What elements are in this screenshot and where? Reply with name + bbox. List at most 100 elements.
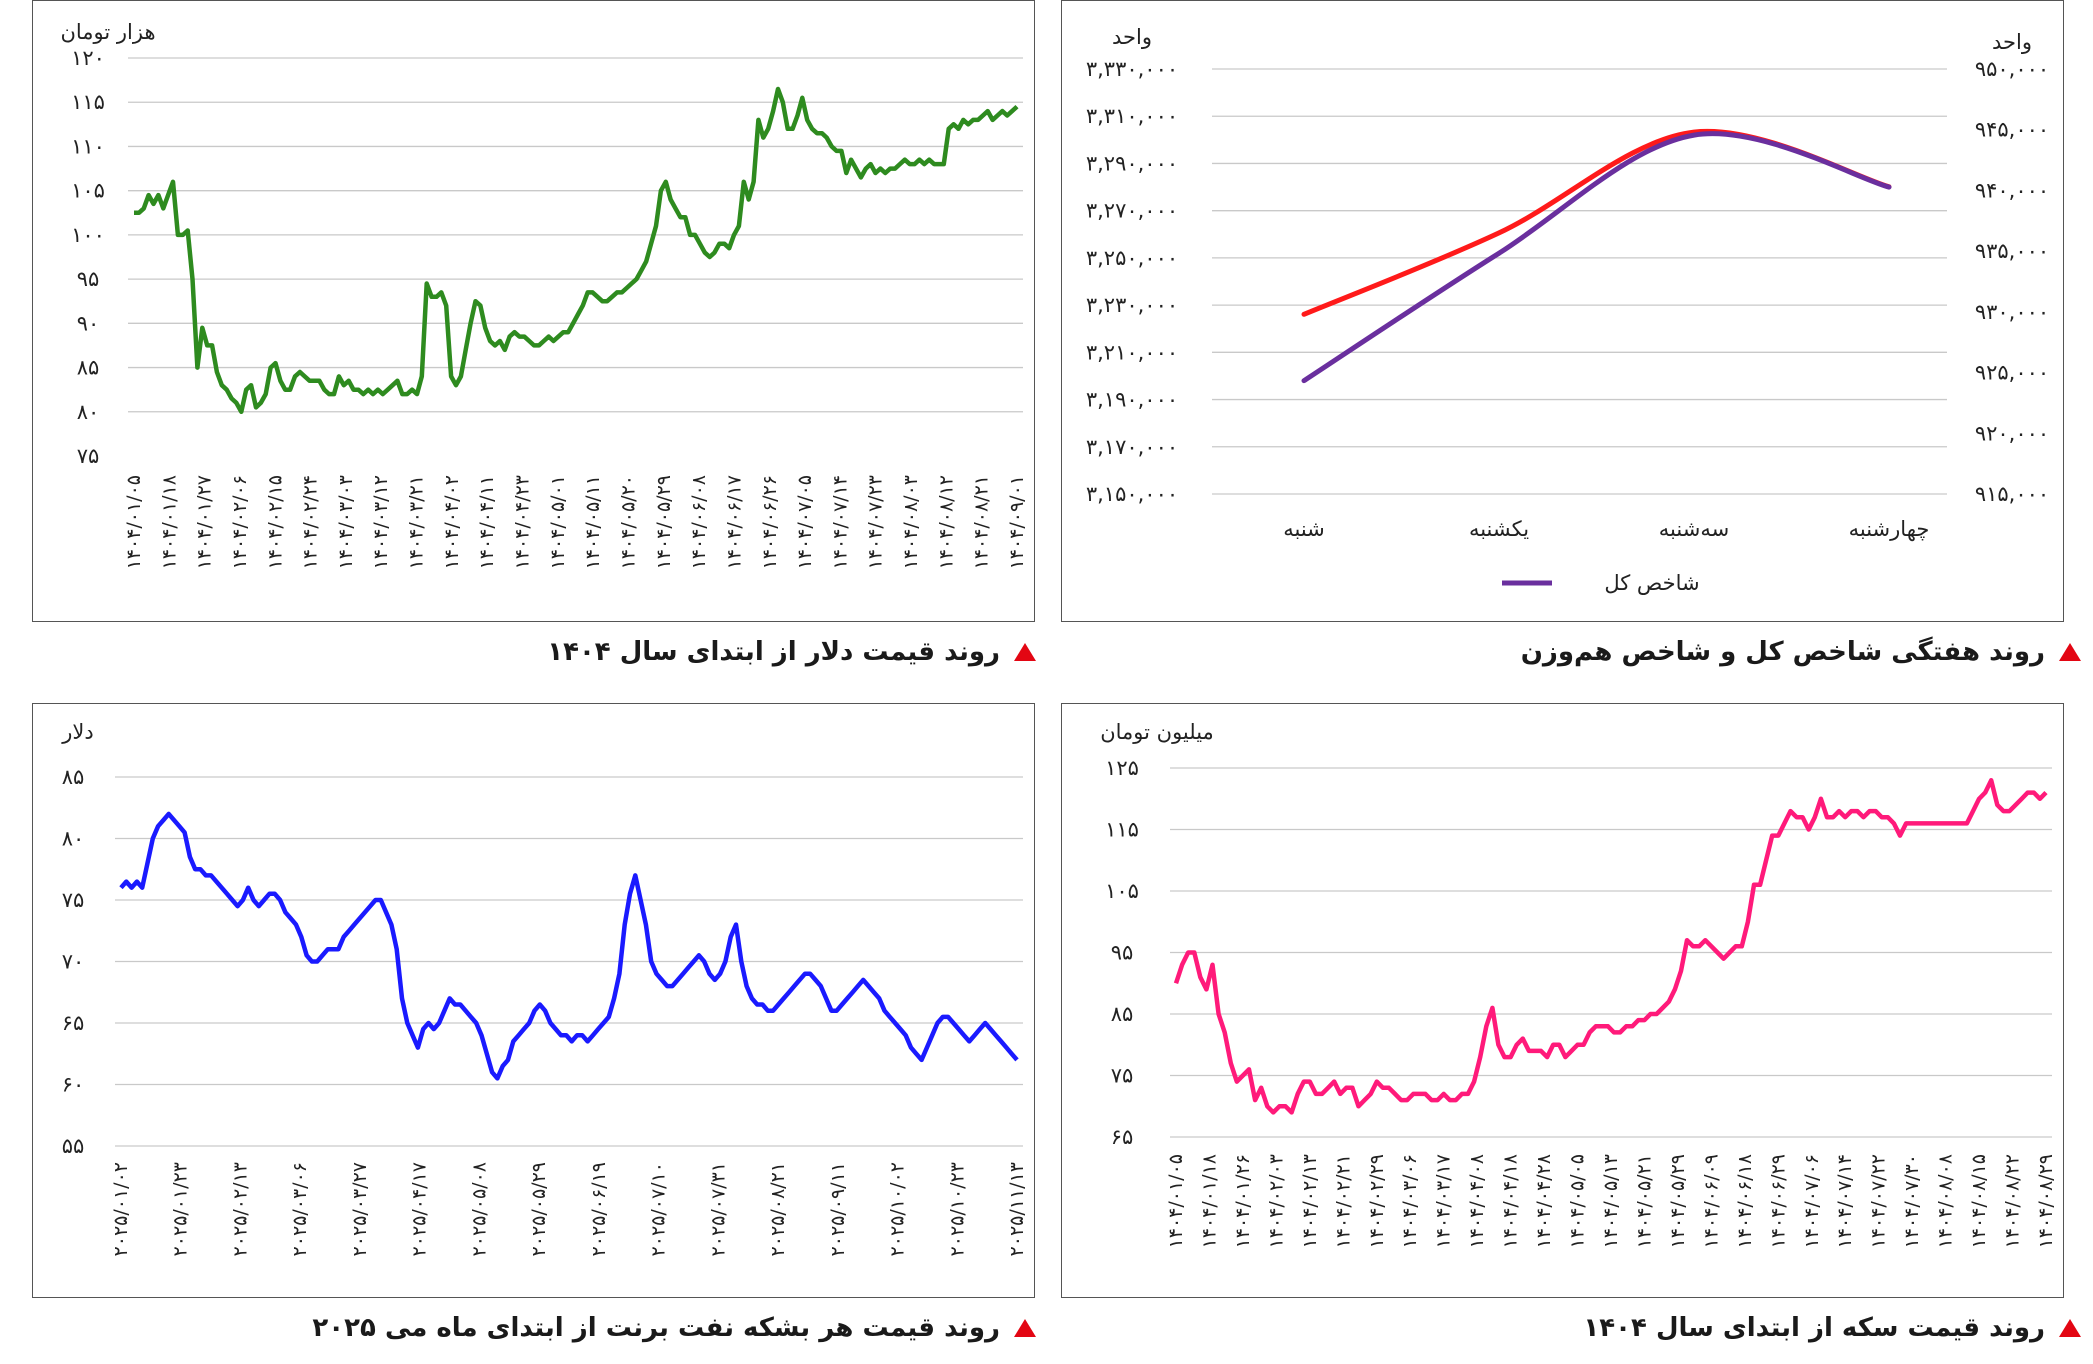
caption-triangle-icon	[1014, 643, 1036, 661]
x-tick-label: ۲۰۲۵/۱۰/۲۳	[946, 1162, 968, 1256]
x-tick-label: ۲۰۲۵/۰۱/۲۳	[170, 1162, 192, 1256]
x-tick-label: ۱۴۰۴/۰۱/۱۸	[158, 475, 180, 569]
day-label: شنبه	[1283, 517, 1325, 541]
y-tick-label: ۵۵	[62, 1134, 85, 1158]
coin-unit: میلیون تومان	[1100, 720, 1214, 744]
right-tick-label: ۹۴۰,۰۰۰	[1975, 178, 2049, 202]
index-left-unit: واحد	[1112, 25, 1152, 49]
y-tick-label: ۱۱۵	[71, 90, 105, 114]
right-tick-label: ۹۱۵,۰۰۰	[1975, 482, 2049, 506]
x-tick-label: ۱۴۰۴/۰۹/۰۱	[1006, 475, 1028, 569]
x-tick-label: ۱۴۰۴/۰۱/۱۸	[1198, 1154, 1220, 1248]
x-tick-label: ۱۴۰۴/۰۸/۱۵	[1968, 1154, 1990, 1248]
index-left-axis: ۳,۳۳۰,۰۰۰ ۳,۳۱۰,۰۰۰ ۳,۲۹۰,۰۰۰ ۳,۲۷۰,۰۰۰ ۳,۲۵…	[1086, 57, 1178, 506]
total-index-line	[1301, 131, 1892, 384]
y-tick-label: ۶۵	[62, 1011, 85, 1035]
right-tick-label: ۹۲۵,۰۰۰	[1975, 361, 2049, 385]
y-tick-label: ۹۵	[1111, 941, 1134, 965]
x-tick-label: ۲۰۲۵/۰۷/۳۱	[707, 1162, 729, 1256]
x-tick-label: ۱۴۰۴/۰۴/۰۲	[441, 475, 463, 569]
x-tick-label: ۱۴۰۴/۰۷/۰۶	[1801, 1154, 1823, 1248]
x-tick-label: ۱۴۰۴/۰۱/۲۷	[194, 475, 216, 569]
index-caption-text: روند هفتگی شاخص کل و شاخص هم‌وزن	[1520, 637, 2045, 667]
index-chart-panel: ۳,۳۳۰,۰۰۰ ۳,۳۱۰,۰۰۰ ۳,۲۹۰,۰۰۰ ۳,۲۷۰,۰۰۰ ۳,۲۵…	[1061, 0, 2064, 622]
x-tick-label: ۱۴۰۴/۰۴/۲۳	[512, 475, 534, 569]
x-tick-label: ۲۰۲۵/۰۹/۱۱	[827, 1162, 849, 1256]
y-tick-label: ۸۰	[62, 827, 85, 851]
left-tick-label: ۳,۱۹۰,۰۰۰	[1086, 388, 1178, 412]
x-tick-label: ۱۴۰۴/۰۳/۱۲	[370, 475, 392, 569]
y-tick-label: ۶۰	[62, 1073, 85, 1097]
x-tick-label: ۱۴۰۴/۰۳/۲۱	[406, 475, 428, 569]
coin-y-axis: ۱۲۵ ۱۱۵ ۱۰۵ ۹۵ ۸۵ ۷۵ ۶۵	[1105, 756, 1139, 1149]
index-x-axis: شنبه یکشنبه سه‌شنبه چهارشنبه	[1283, 517, 1929, 541]
left-tick-label: ۳,۲۳۰,۰۰۰	[1086, 293, 1178, 317]
brent-gridlines	[115, 776, 1023, 1147]
dollar-y-axis: ۱۲۰ ۱۱۵ ۱۱۰ ۱۰۵ ۱۰۰ ۹۵ ۹۰ ۸۵ ۸۰ ۷۵	[71, 46, 105, 468]
x-tick-label: ۱۴۰۴/۰۷/۳۰	[1901, 1154, 1923, 1248]
x-tick-label: ۱۴۰۴/۰۵/۰۱	[547, 475, 569, 569]
coin-chart-caption: روند قیمت سکه از ابتدای سال ۱۴۰۴	[1583, 1308, 2081, 1348]
x-tick-label: ۱۴۰۴/۰۵/۲۹	[1667, 1154, 1689, 1248]
x-tick-label: ۱۴۰۴/۰۵/۰۵	[1567, 1154, 1589, 1248]
x-tick-label: ۲۰۲۵/۰۳/۰۶	[289, 1162, 311, 1256]
x-tick-label: ۱۴۰۴/۰۸/۱۲	[935, 475, 957, 569]
equal-weight-index-line	[1301, 128, 1892, 317]
brent-price-line	[119, 811, 1019, 1081]
x-tick-label: ۱۴۰۴/۰۲/۱۵	[264, 475, 286, 569]
y-tick-label: ۱۱۵	[1105, 818, 1139, 842]
y-tick-label: ۸۵	[1111, 1002, 1134, 1026]
caption-triangle-icon	[2059, 1319, 2081, 1337]
right-tick-label: ۹۳۰,۰۰۰	[1975, 300, 2049, 324]
y-tick-label: ۷۵	[1111, 1064, 1134, 1088]
dollar-gridlines	[128, 57, 1023, 413]
y-tick-label: ۷۵	[62, 888, 85, 912]
brent-chart-caption: روند قیمت هر بشکه نفت برنت از ابتدای ماه…	[312, 1308, 1036, 1348]
dollar-x-axis: ۱۴۰۴/۰۱/۰۵ ۱۴۰۴/۰۱/۱۸ ۱۴۰۴/۰۱/۲۷ ۱۴۰۴/۰۲/۰۶…	[123, 475, 1028, 569]
right-tick-label: ۹۲۰,۰۰۰	[1975, 421, 2049, 445]
x-tick-label: ۱۴۰۴/۰۵/۲۰	[617, 475, 639, 569]
y-tick-label: ۱۱۰	[71, 134, 105, 158]
x-tick-label: ۲۰۲۵/۰۱/۰۲	[110, 1162, 132, 1256]
y-tick-label: ۸۰	[77, 400, 100, 424]
x-tick-label: ۱۴۰۴/۰۳/۱۷	[1433, 1154, 1455, 1248]
x-tick-label: ۲۰۲۵/۱۰/۰۲	[887, 1162, 909, 1256]
index-chart-svg: ۳,۳۳۰,۰۰۰ ۳,۳۱۰,۰۰۰ ۳,۲۹۰,۰۰۰ ۳,۲۷۰,۰۰۰ ۳,۲۵…	[1086, 25, 2049, 595]
y-tick-label: ۱۰۰	[71, 223, 105, 247]
brent-chart-panel: ۸۵ ۸۰ ۷۵ ۷۰ ۶۵ ۶۰ ۵۵ ۲۰۲۵/۰۱/۰۲ ۲۰۲۵/۰۱/۲۳ ۲۰۲۵/…	[32, 703, 1035, 1298]
x-tick-label: ۲۰۲۵/۰۷/۱۰	[648, 1162, 670, 1256]
x-tick-label: ۱۴۰۴/۰۶/۲۶	[759, 475, 781, 569]
caption-triangle-icon	[1014, 1319, 1036, 1337]
x-tick-label: ۱۴۰۴/۰۶/۱۷	[723, 475, 745, 569]
x-tick-label: ۱۴۰۴/۰۷/۲۳	[865, 475, 887, 569]
dollar-unit: هزار تومان	[60, 20, 155, 44]
y-tick-label: ۷۵	[77, 444, 100, 468]
x-tick-label: ۲۰۲۵/۰۳/۲۷	[349, 1162, 371, 1256]
y-tick-label: ۷۰	[62, 950, 85, 974]
y-tick-label: ۱۰۵	[1105, 879, 1139, 903]
legend-label: شاخص کل	[1604, 571, 1699, 595]
x-tick-label: ۱۴۰۴/۰۵/۱۱	[582, 475, 604, 569]
x-tick-label: ۱۴۰۴/۰۷/۲۲	[1868, 1154, 1890, 1248]
x-tick-label: ۲۰۲۵/۱۱/۱۳	[1006, 1162, 1028, 1256]
x-tick-label: ۱۴۰۴/۰۲/۰۳	[1265, 1154, 1287, 1248]
x-tick-label: ۱۴۰۴/۰۸/۰۸	[1935, 1154, 1957, 1248]
x-tick-label: ۱۴۰۴/۰۷/۱۴	[1834, 1154, 1856, 1248]
coin-x-axis: ۱۴۰۴/۰۱/۰۵ ۱۴۰۴/۰۱/۱۸ ۱۴۰۴/۰۱/۲۶ ۱۴۰۴/۰۲/۰۳…	[1165, 1154, 2057, 1248]
x-tick-label: ۱۴۰۴/۰۲/۲۱	[1332, 1154, 1354, 1248]
brent-unit: دلار	[61, 720, 93, 744]
x-tick-label: ۲۰۲۵/۰۵/۰۸	[468, 1162, 490, 1256]
x-tick-label: ۱۴۰۴/۰۲/۲۹	[1366, 1154, 1388, 1248]
left-tick-label: ۳,۳۳۰,۰۰۰	[1086, 57, 1178, 81]
index-gridlines	[1212, 68, 1947, 495]
coin-chart-panel: ۱۲۵ ۱۱۵ ۱۰۵ ۹۵ ۸۵ ۷۵ ۶۵ ۱۴۰۴/۰۱/۰۵ ۱۴۰۴/۰۱/۱۸ ۱۴…	[1061, 703, 2064, 1298]
x-tick-label: ۲۰۲۵/۰۵/۲۹	[528, 1162, 550, 1256]
x-tick-label: ۱۴۰۴/۰۵/۱۳	[1600, 1154, 1622, 1248]
left-tick-label: ۳,۲۵۰,۰۰۰	[1086, 246, 1178, 270]
x-tick-label: ۱۴۰۴/۰۲/۲۴	[300, 475, 322, 569]
x-tick-label: ۱۴۰۴/۰۱/۰۵	[1165, 1154, 1187, 1248]
x-tick-label: ۱۴۰۴/۰۱/۲۶	[1232, 1154, 1254, 1248]
